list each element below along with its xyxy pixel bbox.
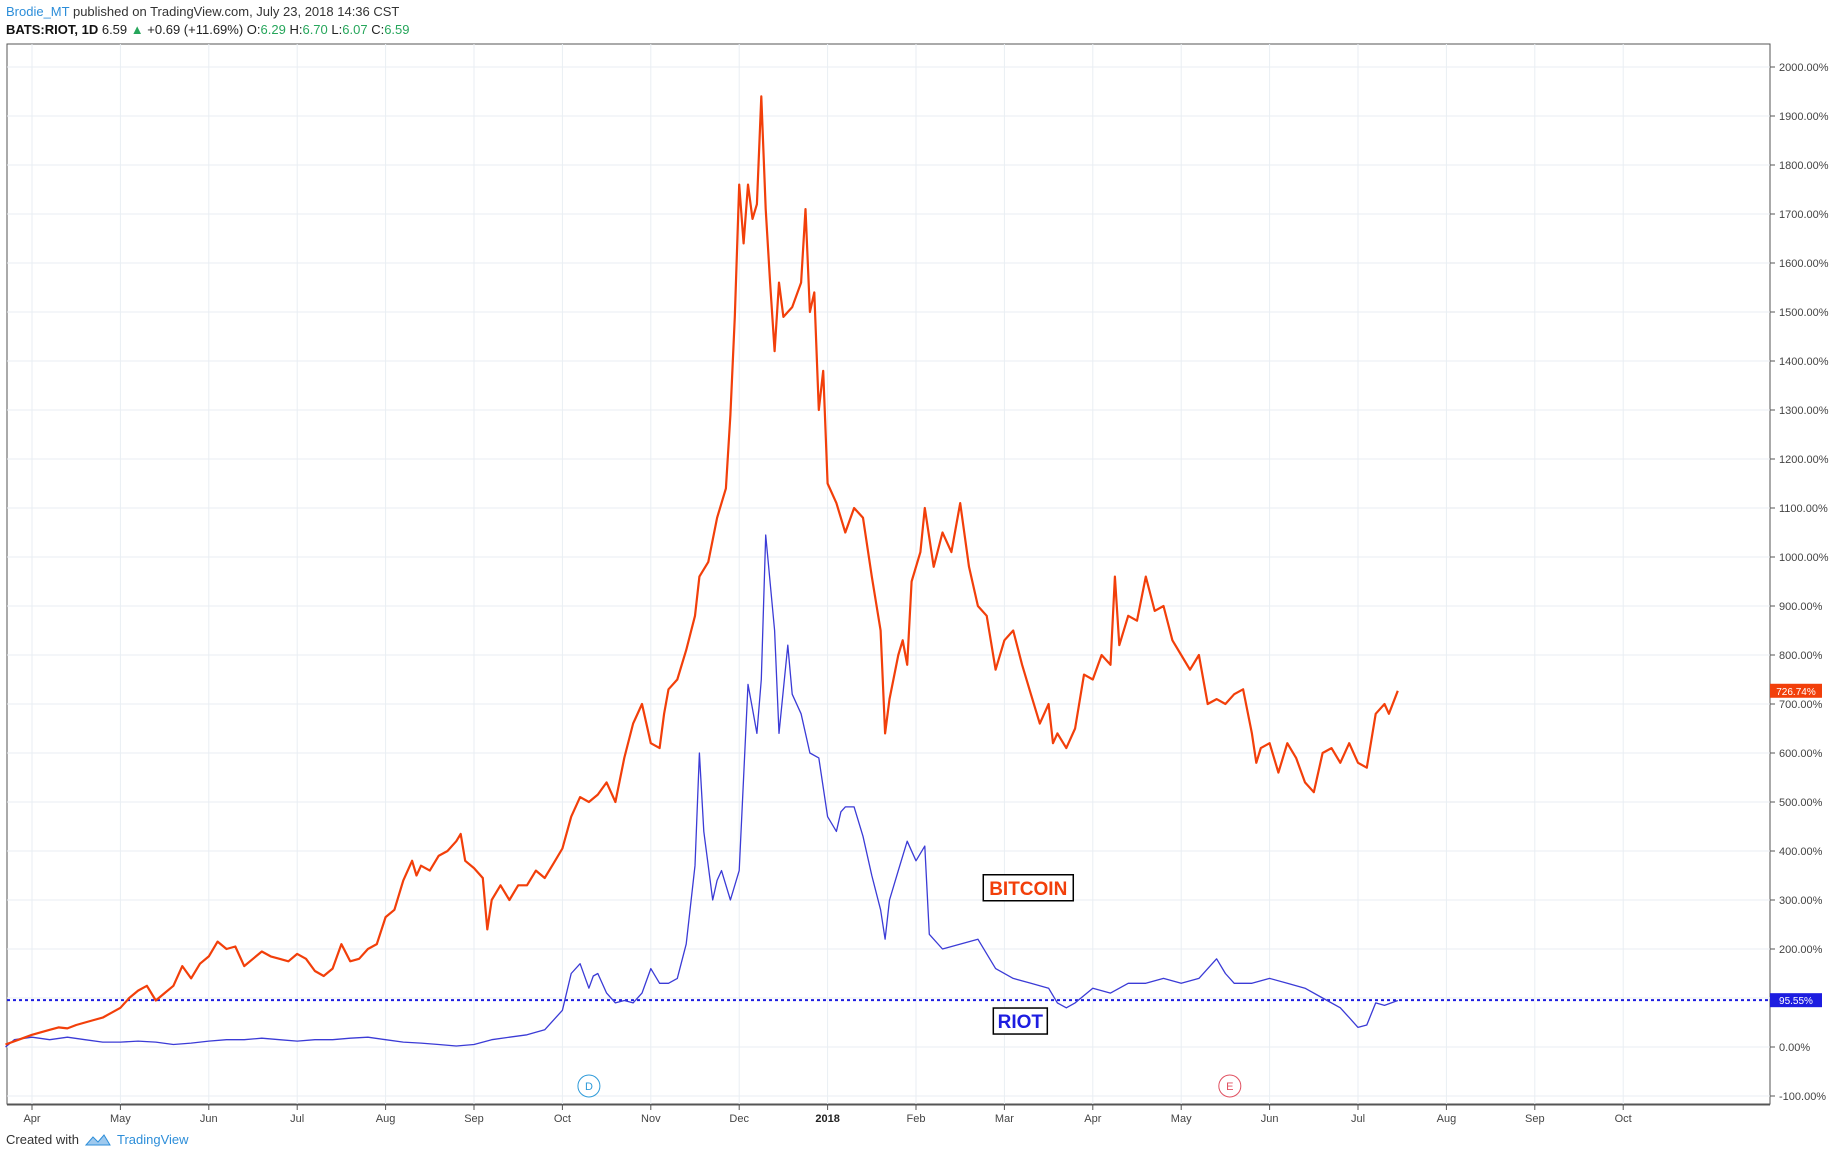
y-tick-label: 1100.00% <box>1779 503 1828 515</box>
x-tick-label: Aug <box>376 1113 396 1125</box>
riot-series-line <box>5 534 1399 1048</box>
x-tick-label: Nov <box>641 1113 661 1125</box>
event-marker-e <box>1218 1074 1242 1098</box>
x-axis: Apr May Jun Jul Aug Sep Oct Nov Dec 2018 Feb Mar Apr… <box>7 1104 1770 1125</box>
x-tick-label: Oct <box>554 1113 571 1125</box>
price-value: 6.59 <box>101 22 128 37</box>
symbol-info: BATS:RIOT, 1D 6.59 ▲ +0.69 (+11.69%) O:6… <box>6 22 410 37</box>
y-tick-label: 500.00% <box>1779 797 1823 809</box>
x-tick-label: Oct <box>1615 1113 1632 1125</box>
y-tick-label: 200.00% <box>1779 944 1823 956</box>
x-tick-label: Feb <box>907 1113 926 1125</box>
x-tick-label: Jul <box>1351 1113 1365 1125</box>
x-tick-label: Sep <box>1525 1113 1545 1125</box>
x-tick-label: Aug <box>1437 1113 1457 1125</box>
high-label: H: <box>289 22 303 37</box>
y-tick-label: 300.00% <box>1779 895 1823 907</box>
bitcoin-last-value-badge: 726.74% <box>1776 687 1816 698</box>
y-tick-label: 1800.00% <box>1779 160 1829 172</box>
published-text: published on TradingView.com, July 23, 2… <box>72 4 400 19</box>
series-group <box>5 95 1770 1048</box>
y-tick-label: 1500.00% <box>1779 307 1829 319</box>
x-tick-label: Apr <box>23 1113 40 1125</box>
x-tick-label: Sep <box>464 1113 484 1125</box>
bitcoin-label-box <box>982 874 1075 902</box>
y-tick-label: 1400.00% <box>1779 356 1829 368</box>
x-tick-label: 2018 <box>815 1113 839 1125</box>
series-labels: 726.74% 95.55% BITCOIN RIOT <box>982 683 1822 1035</box>
x-tick-label: Mar <box>995 1113 1014 1125</box>
change-value: +0.69 (+11.69%) <box>147 22 244 37</box>
price-chart[interactable]: 2000.00% 1900.00% 1800.00% 1700.00% 1600.00%… <box>0 0 1840 1125</box>
y-tick-label: 1300.00% <box>1779 405 1829 417</box>
plot-frame <box>6 43 1771 1105</box>
low-value: 6.07 <box>342 22 368 37</box>
low-label: L: <box>331 22 343 37</box>
riot-last-value-badge-bg <box>1770 993 1822 1008</box>
y-tick-label: 800.00% <box>1779 650 1823 662</box>
x-tick-label: Dec <box>729 1113 749 1125</box>
y-tick-label: 1000.00% <box>1779 552 1829 564</box>
created-with-text: Created with <box>6 1132 79 1147</box>
riot-label-box <box>992 1007 1049 1035</box>
x-tick-label: May <box>1171 1113 1192 1125</box>
riot-last-value-badge: 95.55% <box>1779 996 1813 1007</box>
event-marker-d <box>577 1074 601 1098</box>
x-tick-label: Jun <box>1261 1113 1279 1125</box>
y-tick-label: 1700.00% <box>1779 209 1829 221</box>
y-tick-label: 400.00% <box>1779 846 1823 858</box>
x-tick-label: May <box>110 1113 131 1125</box>
y-tick-label: 1600.00% <box>1779 258 1829 270</box>
close-label: C: <box>371 22 385 37</box>
bitcoin-series-line <box>5 95 1399 1046</box>
publish-info: Brodie_MT published on TradingView.com, … <box>6 4 399 19</box>
high-value: 6.70 <box>302 22 328 37</box>
open-value: 6.29 <box>260 22 286 37</box>
y-tick-label: 1900.00% <box>1779 111 1829 123</box>
event-marker-label: E <box>1226 1081 1233 1093</box>
x-tick-label: Jun <box>200 1113 218 1125</box>
open-label: O: <box>246 22 261 37</box>
x-tick-label: Jul <box>290 1113 304 1125</box>
tradingview-brand-link[interactable]: TradingView <box>116 1132 189 1147</box>
y-tick-label: -100.00% <box>1779 1091 1826 1103</box>
y-axis: 2000.00% 1900.00% 1800.00% 1700.00% 1600.00%… <box>1770 62 1829 1103</box>
close-value: 6.59 <box>384 22 410 37</box>
bitcoin-last-value-badge-bg <box>1770 683 1822 698</box>
footer: Created with TradingView <box>6 1132 189 1147</box>
tradingview-logo-icon <box>84 1133 111 1145</box>
y-tick-label: 2000.00% <box>1779 62 1829 74</box>
author-link[interactable]: Brodie_MT <box>6 4 70 19</box>
y-tick-label: 900.00% <box>1779 601 1823 613</box>
triangle-up-icon: ▲ <box>130 22 144 37</box>
riot-label: RIOT <box>998 1012 1044 1033</box>
y-tick-label: 0.00% <box>1779 1042 1810 1054</box>
y-tick-label: 1200.00% <box>1779 454 1829 466</box>
y-tick-label: 700.00% <box>1779 699 1823 711</box>
y-tick-label: 600.00% <box>1779 748 1823 760</box>
grid-lines <box>7 44 1770 1104</box>
bitcoin-label: BITCOIN <box>989 879 1067 900</box>
x-tick-label: Apr <box>1084 1113 1101 1125</box>
event-marker-label: D <box>585 1081 593 1093</box>
symbol-name[interactable]: BATS:RIOT, 1D <box>6 22 99 37</box>
